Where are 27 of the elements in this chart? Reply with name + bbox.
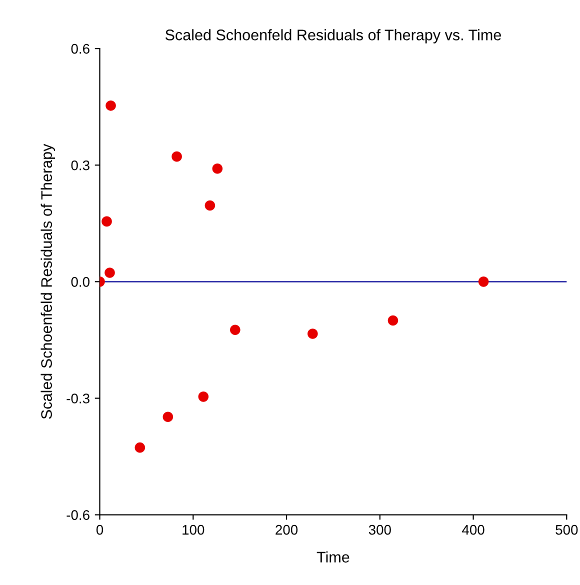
point <box>106 100 116 111</box>
x-tick-label: 500 <box>556 524 578 535</box>
point <box>230 324 240 336</box>
point <box>134 442 146 453</box>
y-tick-label: 0.6 <box>71 44 90 54</box>
x-tick-label: 300 <box>368 524 391 535</box>
point <box>198 392 209 402</box>
point <box>104 268 115 278</box>
chart-title: Scaled Schoenfeld Residuals of Therapy vs. Time <box>165 29 501 44</box>
y-tick-label: 0.3 <box>71 160 90 170</box>
point <box>308 328 318 339</box>
point <box>478 276 489 287</box>
point <box>162 412 174 422</box>
point <box>172 151 182 162</box>
x-tick-label: 400 <box>462 524 484 535</box>
y-tick-label: 0.0 <box>71 277 90 287</box>
y-tick-label: -0.6 <box>66 510 90 520</box>
x-tick-label: 0 <box>96 524 104 535</box>
x-tick-label: 200 <box>276 524 298 535</box>
point <box>102 216 112 227</box>
x-axis-title: Time <box>316 551 350 563</box>
point <box>212 163 223 174</box>
point <box>204 200 216 211</box>
y-tick-label: -0.3 <box>66 394 90 404</box>
y-axis-title: Scaled Schoenfeld Residuals of Therapy <box>40 144 55 419</box>
x-tick-label: 100 <box>182 524 204 535</box>
point <box>388 315 398 326</box>
